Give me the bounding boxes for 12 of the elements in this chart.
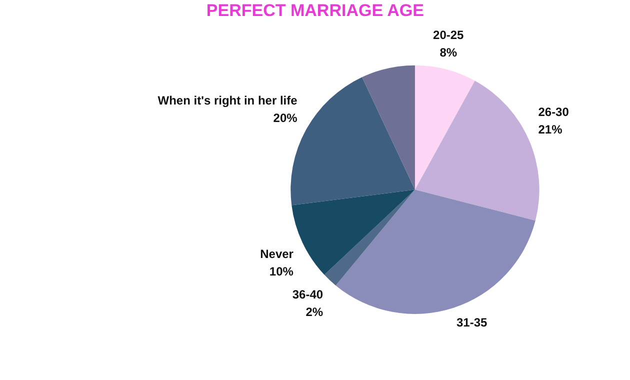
data-label: 10% (269, 264, 294, 278)
slice-label: 20-25 (433, 28, 464, 42)
slice-label: 36-40 (292, 288, 324, 302)
data-label: 2% (306, 305, 324, 320)
data-label: 20% (273, 110, 298, 125)
slice-label: Never (260, 246, 294, 261)
data-label: 21% (538, 122, 563, 136)
slice-label: 26-30 (538, 104, 570, 119)
data-label: 8% (440, 45, 458, 60)
slice-label: 31-35 (456, 316, 488, 330)
chart-title: PERFECT MARRIAGE AGE (206, 0, 424, 20)
slice-label: When it's right in her life (158, 93, 298, 108)
